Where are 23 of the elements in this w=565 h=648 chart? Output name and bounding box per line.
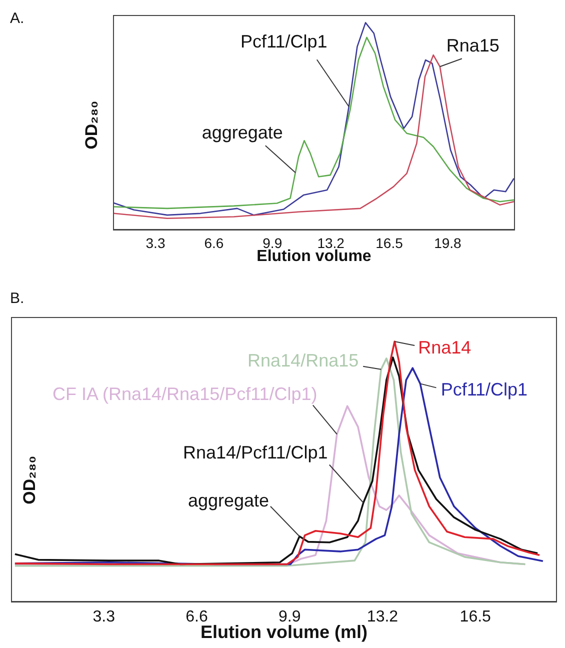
x-tick-label: 9.9 [262, 234, 282, 251]
series-label: Pcf11/Clp1 [240, 32, 328, 52]
series-label: CF IA (Rna14/Rna15/Pcf11/Clp1) [52, 384, 318, 404]
x-tick-label: 6.6 [204, 234, 224, 251]
x-tick-label: 13.2 [317, 234, 345, 251]
chart-title: A. [10, 10, 24, 27]
annotation: aggregate [202, 122, 283, 143]
x-tick-label: 19.8 [434, 234, 462, 251]
x-tick-label: 16.5 [460, 608, 492, 626]
series-label: Rna14 [418, 337, 472, 358]
x-tick-label: 3.3 [146, 234, 166, 251]
series-label: Rna15 [446, 36, 500, 56]
series-label: Rna14/Rna15 [248, 350, 359, 370]
x-tick-label: 13.2 [366, 608, 398, 626]
x-tick-label: 3.3 [92, 608, 116, 626]
y-axis-title: OD₂₈₀ [20, 456, 40, 504]
y-axis-title: OD₂₈₀ [82, 100, 102, 150]
x-axis-title: Elution volume [256, 248, 372, 265]
x-tick-label: 16.5 [376, 234, 404, 251]
series-label: Pcf11/Clp1 [440, 380, 528, 400]
text: Rna14/Pcf11/Clp1 [182, 442, 328, 463]
annotation: aggregate [188, 490, 270, 510]
chart-title: B. [10, 290, 24, 307]
